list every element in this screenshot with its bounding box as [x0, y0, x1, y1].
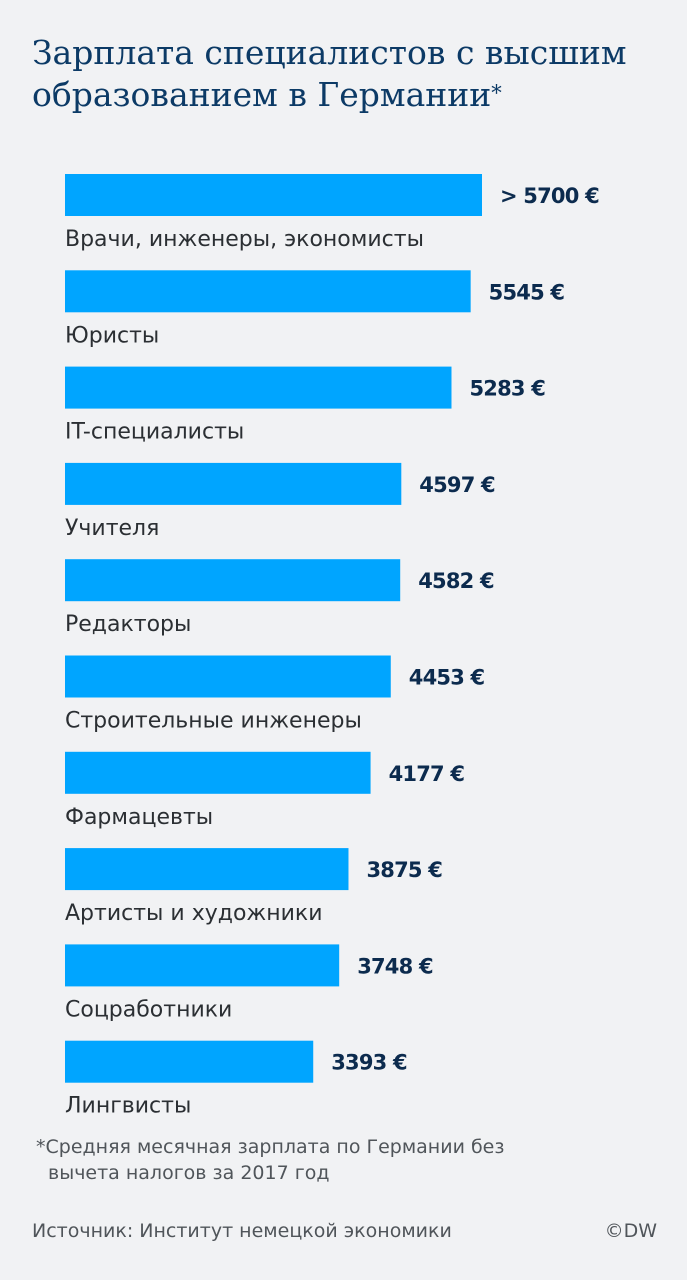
- value-label-8: 3748 €: [357, 954, 433, 978]
- value-label-6: 4177 €: [389, 762, 465, 786]
- bar-1: [65, 270, 471, 313]
- bar-9: [65, 1040, 314, 1083]
- bar-0: [65, 174, 482, 216]
- dw-credit: ©DW: [604, 1220, 657, 1242]
- title-footnote-marker: *: [491, 81, 502, 105]
- value-label-5: 4453 €: [409, 666, 485, 690]
- bar-4: [65, 559, 401, 602]
- bar-8: [65, 944, 340, 987]
- category-label-7: Артисты и художники: [65, 901, 323, 926]
- value-label-7: 3875 €: [366, 858, 442, 882]
- category-label-3: Учителя: [65, 516, 159, 541]
- bar-chart: > 5700 € Врачи, инженеры, экономисты 5545 …: [65, 174, 600, 1119]
- bar-6: [65, 751, 371, 794]
- bar-5: [65, 655, 391, 698]
- category-label-4: Редакторы: [65, 612, 191, 637]
- category-label-1: Юристы: [65, 323, 159, 348]
- value-label-3: 4597 €: [419, 473, 495, 497]
- bar-7: [65, 848, 349, 891]
- value-label-9: 3393 €: [331, 1051, 407, 1075]
- chart-title: Зарплата специалистов с высшим образован…: [32, 32, 662, 116]
- category-label-6: Фармацевты: [65, 805, 213, 830]
- bar-2: [65, 366, 452, 409]
- category-label-8: Соцработники: [65, 997, 232, 1022]
- category-label-5: Строительные инженеры: [65, 709, 362, 734]
- chart-title-text: Зарплата специалистов с высшим образован…: [32, 33, 627, 114]
- footnote: *Средняя месячная зарплата по Германии б…: [36, 1136, 505, 1184]
- value-label-0: > 5700 €: [500, 184, 599, 208]
- source-note: Источник: Институт немецкой экономики: [32, 1220, 452, 1242]
- category-label-0: Врачи, инженеры, экономисты: [65, 227, 424, 252]
- category-label-2: IT-специалисты: [65, 420, 244, 445]
- value-label-2: 5283 €: [469, 377, 545, 401]
- value-label-4: 4582 €: [418, 569, 494, 593]
- value-label-1: 5545 €: [489, 280, 565, 304]
- bar-3: [65, 462, 402, 505]
- category-label-9: Лингвисты: [65, 1094, 191, 1119]
